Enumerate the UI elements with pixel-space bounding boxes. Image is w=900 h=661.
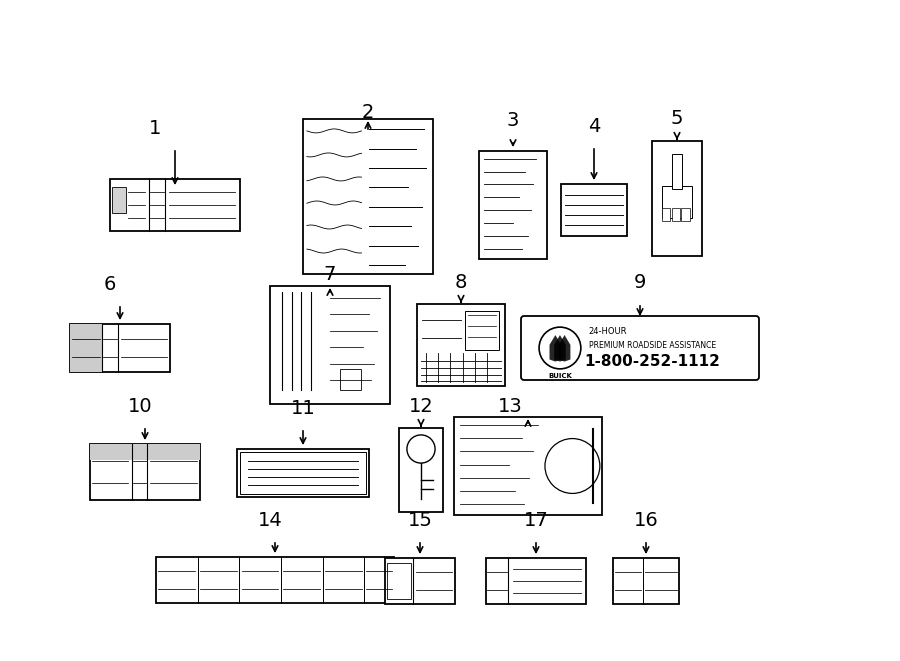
Polygon shape: [550, 335, 562, 362]
Bar: [156, 557, 394, 603]
Bar: [465, 311, 499, 350]
Text: 12: 12: [409, 397, 434, 416]
Text: 17: 17: [524, 510, 548, 529]
Text: 14: 14: [257, 510, 283, 529]
Text: 11: 11: [291, 399, 315, 418]
Bar: [652, 141, 702, 256]
Text: 3: 3: [507, 110, 519, 130]
Bar: [662, 186, 692, 217]
Text: BUICK: BUICK: [548, 373, 572, 379]
Bar: [112, 187, 126, 213]
Bar: [270, 286, 390, 404]
Text: PREMIUM ROADSIDE ASSISTANCE: PREMIUM ROADSIDE ASSISTANCE: [589, 340, 716, 350]
Bar: [339, 369, 361, 390]
Bar: [385, 558, 455, 604]
Text: 10: 10: [128, 397, 152, 416]
Text: 1-800-252-1112: 1-800-252-1112: [584, 354, 720, 369]
Bar: [681, 208, 689, 221]
Bar: [237, 449, 369, 497]
Text: 13: 13: [498, 397, 522, 416]
Bar: [387, 563, 411, 600]
Polygon shape: [559, 335, 571, 362]
Text: 7: 7: [324, 266, 337, 284]
Bar: [561, 184, 627, 236]
Bar: [70, 324, 102, 372]
Text: 8: 8: [454, 272, 467, 292]
Text: 4: 4: [588, 116, 600, 136]
Bar: [454, 417, 602, 515]
Bar: [479, 151, 547, 259]
FancyBboxPatch shape: [521, 316, 759, 380]
Text: 15: 15: [408, 510, 432, 529]
Text: 5: 5: [670, 110, 683, 128]
Text: 24-HOUR: 24-HOUR: [589, 327, 627, 336]
Bar: [399, 428, 443, 512]
Bar: [90, 444, 200, 459]
Bar: [70, 324, 170, 372]
Bar: [671, 154, 682, 189]
Bar: [90, 444, 200, 500]
Polygon shape: [554, 335, 566, 362]
Text: 1: 1: [148, 118, 161, 137]
Bar: [240, 452, 366, 494]
Bar: [303, 118, 433, 274]
Bar: [662, 208, 670, 221]
Text: 16: 16: [634, 510, 659, 529]
Bar: [613, 558, 679, 604]
Text: 2: 2: [362, 102, 374, 122]
Bar: [417, 304, 505, 386]
Text: 6: 6: [104, 274, 116, 293]
Bar: [110, 179, 240, 231]
Bar: [671, 208, 680, 221]
Text: 9: 9: [634, 274, 646, 293]
Bar: [486, 558, 586, 604]
